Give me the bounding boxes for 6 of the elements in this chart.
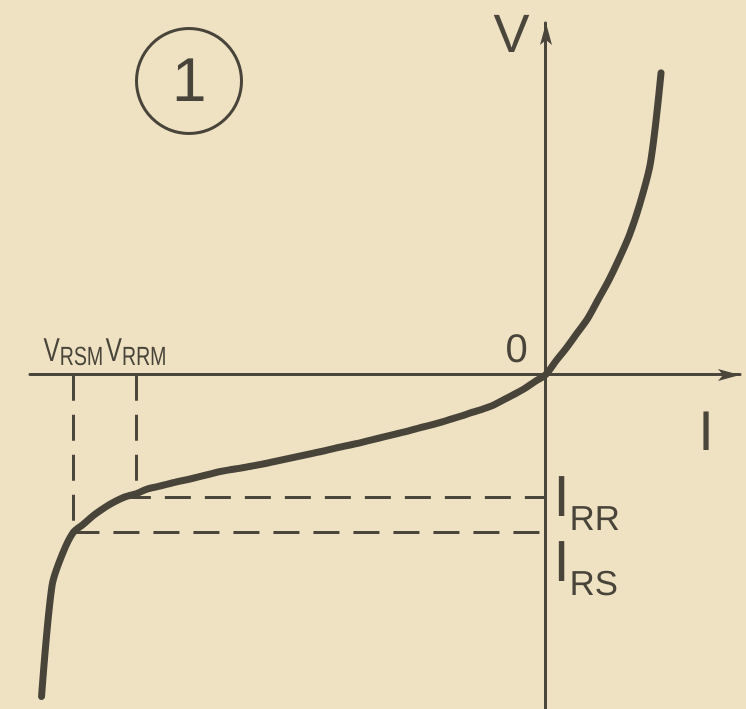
x-axis-title: I <box>698 399 714 462</box>
x-tick-label: V$_{RSM}$ <box>43 330 103 371</box>
annotation: 0 <box>506 326 528 371</box>
x-tick-label: V$_{RRM}$ <box>106 330 166 371</box>
y-axis-title: V <box>494 4 530 64</box>
chart-title: 1 <box>172 46 206 115</box>
